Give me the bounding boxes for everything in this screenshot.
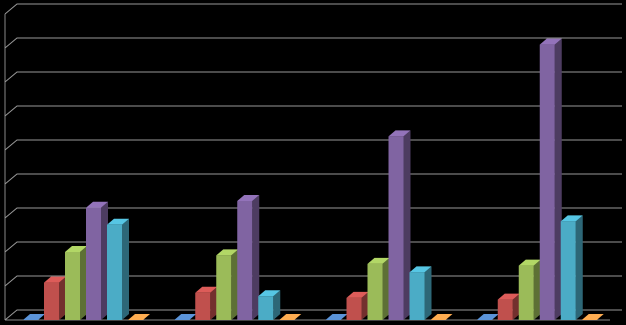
bar-top <box>367 257 390 264</box>
bar-top <box>497 293 520 300</box>
bar <box>44 276 66 320</box>
bar-top <box>258 290 281 297</box>
bar <box>430 314 453 320</box>
bar-front <box>560 221 576 320</box>
bar <box>86 201 108 320</box>
bar <box>476 314 499 320</box>
bar <box>258 290 281 320</box>
bar-side <box>382 257 390 320</box>
bar-front <box>539 44 555 320</box>
bar-front <box>388 136 404 320</box>
bar-top <box>107 218 129 225</box>
bar-front <box>65 252 80 320</box>
bar <box>174 314 197 320</box>
bar-side <box>101 201 108 320</box>
bar <box>581 314 604 320</box>
grid-line <box>4 207 622 219</box>
bar-side <box>361 291 369 320</box>
bar-top <box>86 201 108 208</box>
bar-front <box>86 207 101 320</box>
bar-side <box>533 259 541 320</box>
bar <box>65 246 87 320</box>
bar-side <box>59 276 66 320</box>
bar <box>367 257 390 320</box>
bar-top <box>430 314 453 320</box>
grid-line <box>4 105 622 117</box>
bar-front <box>409 272 425 320</box>
bar-side <box>122 218 129 320</box>
bar-top <box>476 314 499 320</box>
bar-front <box>107 224 122 320</box>
bar-top <box>409 266 432 273</box>
bar-side <box>252 195 260 320</box>
bar <box>128 314 150 320</box>
bar-front <box>258 296 274 320</box>
bar <box>237 195 260 320</box>
bar-side <box>424 266 432 320</box>
bar-top <box>174 314 197 320</box>
grid-line <box>4 3 622 15</box>
bar-top <box>23 314 45 320</box>
bar-front <box>518 265 534 320</box>
bar-side <box>80 246 87 320</box>
grid-line <box>4 139 622 151</box>
bar-top <box>388 130 411 137</box>
bar-side <box>273 290 281 320</box>
bar-top <box>560 215 583 222</box>
grid-line <box>4 71 622 83</box>
bar-top <box>325 314 348 320</box>
bar-top <box>44 276 66 283</box>
bar-side <box>210 286 218 320</box>
bar-side <box>231 249 239 320</box>
bar-front <box>44 282 59 320</box>
bar-front <box>237 201 253 320</box>
bar <box>346 291 369 320</box>
bar-front <box>497 299 513 320</box>
bar-top <box>279 314 302 320</box>
bar <box>539 38 562 320</box>
bar <box>279 314 302 320</box>
grid-line <box>4 241 622 253</box>
bar <box>216 249 239 320</box>
bar-top <box>518 259 541 266</box>
bar-top <box>581 314 604 320</box>
grid-line <box>4 37 622 49</box>
bar-side <box>575 215 583 320</box>
grid-line <box>4 173 622 185</box>
bar <box>409 266 432 320</box>
bar-top <box>539 38 562 45</box>
bar <box>497 293 520 320</box>
bar <box>107 218 129 320</box>
bar <box>518 259 541 320</box>
bar-top <box>237 195 260 201</box>
bar-top <box>128 314 150 320</box>
bar-side <box>512 293 520 320</box>
bar-front <box>346 297 362 320</box>
bar-side <box>554 38 562 320</box>
bar <box>195 286 218 320</box>
bar-front <box>216 255 232 320</box>
bar-top <box>65 246 87 252</box>
bar-top <box>216 249 239 256</box>
bar-front <box>195 292 211 320</box>
bar <box>23 314 45 320</box>
bar <box>388 130 411 320</box>
bar-top <box>195 286 218 293</box>
bar-side <box>403 130 411 320</box>
bar-top <box>346 291 369 298</box>
bar <box>325 314 348 320</box>
bar <box>560 215 583 320</box>
bar-front <box>367 263 383 320</box>
